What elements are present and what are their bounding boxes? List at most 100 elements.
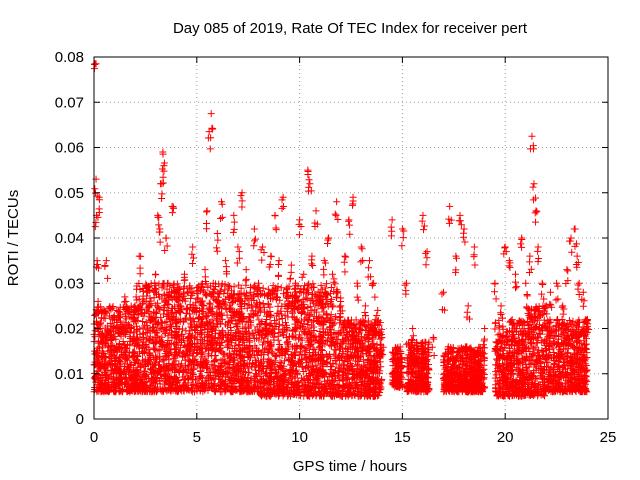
data-point: [175, 283, 183, 291]
data-point: [165, 349, 173, 357]
data-point: [108, 327, 116, 335]
data-point: [116, 385, 124, 393]
data-point: [117, 374, 125, 382]
data-point: [160, 343, 168, 351]
data-point: [164, 296, 172, 304]
data-point: [105, 386, 113, 394]
data-point: [145, 282, 153, 290]
data-point: [167, 339, 175, 347]
data-point: [121, 310, 129, 318]
data-point: [187, 384, 195, 392]
data-point: [137, 305, 145, 313]
data-point: [152, 355, 160, 363]
data-point: [150, 294, 158, 302]
data-point: [143, 388, 151, 396]
data-point: [186, 358, 194, 366]
data-point: [188, 291, 196, 299]
data-point: [147, 369, 155, 377]
data-point: [94, 339, 102, 347]
data-point: [173, 289, 181, 297]
data-point: [184, 289, 192, 297]
data-point: [140, 367, 148, 375]
data-point: [121, 360, 129, 368]
data-point: [173, 385, 181, 393]
data-point: [184, 385, 192, 393]
data-point: [115, 328, 123, 336]
data-points: [90, 60, 593, 400]
data-point: [161, 302, 169, 310]
data-point: [161, 385, 169, 393]
data-point: [146, 336, 154, 344]
data-point: [134, 317, 142, 325]
data-point: [96, 375, 104, 383]
data-point: [142, 373, 150, 381]
data-point: [172, 378, 180, 386]
data-point: [152, 346, 160, 354]
data-point: [136, 325, 144, 333]
data-point: [130, 348, 138, 356]
data-point: [157, 339, 165, 347]
data-point: [181, 356, 189, 364]
data-point: [96, 381, 104, 389]
data-point: [171, 303, 179, 311]
data-point: [139, 318, 147, 326]
data-point: [145, 356, 153, 364]
data-point: [188, 388, 196, 396]
data-point: [98, 314, 106, 322]
data-point: [323, 280, 331, 288]
data-point: [134, 352, 142, 360]
data-point: [133, 381, 141, 389]
data-point: [182, 350, 190, 358]
data-point: [184, 288, 192, 296]
data-point: [133, 285, 141, 293]
data-point: [171, 316, 179, 324]
data-point: [118, 352, 126, 360]
data-point: [254, 348, 262, 356]
data-point: [119, 303, 127, 311]
data-point: [160, 372, 168, 380]
data-point: [150, 375, 158, 383]
data-point: [158, 284, 166, 292]
data-point: [175, 293, 183, 301]
data-point: [129, 349, 137, 357]
data-point: [339, 356, 347, 364]
data-point: [141, 309, 149, 317]
data-point: [100, 310, 108, 318]
data-point: [149, 370, 157, 378]
data-point: [184, 379, 192, 387]
data-point: [180, 285, 188, 293]
data-point: [182, 305, 190, 313]
data-point: [168, 313, 176, 321]
data-point: [187, 294, 195, 302]
data-point: [161, 323, 169, 331]
data-point: [140, 358, 148, 366]
data-point: [155, 361, 163, 369]
data-point: [122, 327, 130, 335]
data-point: [183, 306, 191, 314]
data-point: [99, 387, 107, 395]
data-point: [304, 285, 312, 293]
data-point: [188, 324, 196, 331]
data-point: [116, 369, 124, 377]
data-point: [185, 361, 193, 369]
data-point: [139, 356, 147, 364]
data-point: [94, 321, 102, 329]
data-point: [124, 377, 132, 385]
data-point: [178, 360, 186, 368]
data-point: [145, 345, 153, 353]
data-point: [91, 361, 99, 369]
data-point: [147, 297, 155, 305]
data-point: [167, 373, 175, 381]
data-point: [135, 280, 143, 288]
data-point: [134, 387, 142, 395]
data-point: [179, 296, 187, 304]
data-point: [157, 342, 165, 350]
data-point: [94, 367, 102, 375]
data-point: [157, 318, 165, 326]
data-point: [126, 313, 134, 321]
data-point: [165, 377, 173, 385]
data-point: [121, 366, 129, 374]
data-point: [127, 373, 135, 381]
data-point: [153, 354, 161, 362]
